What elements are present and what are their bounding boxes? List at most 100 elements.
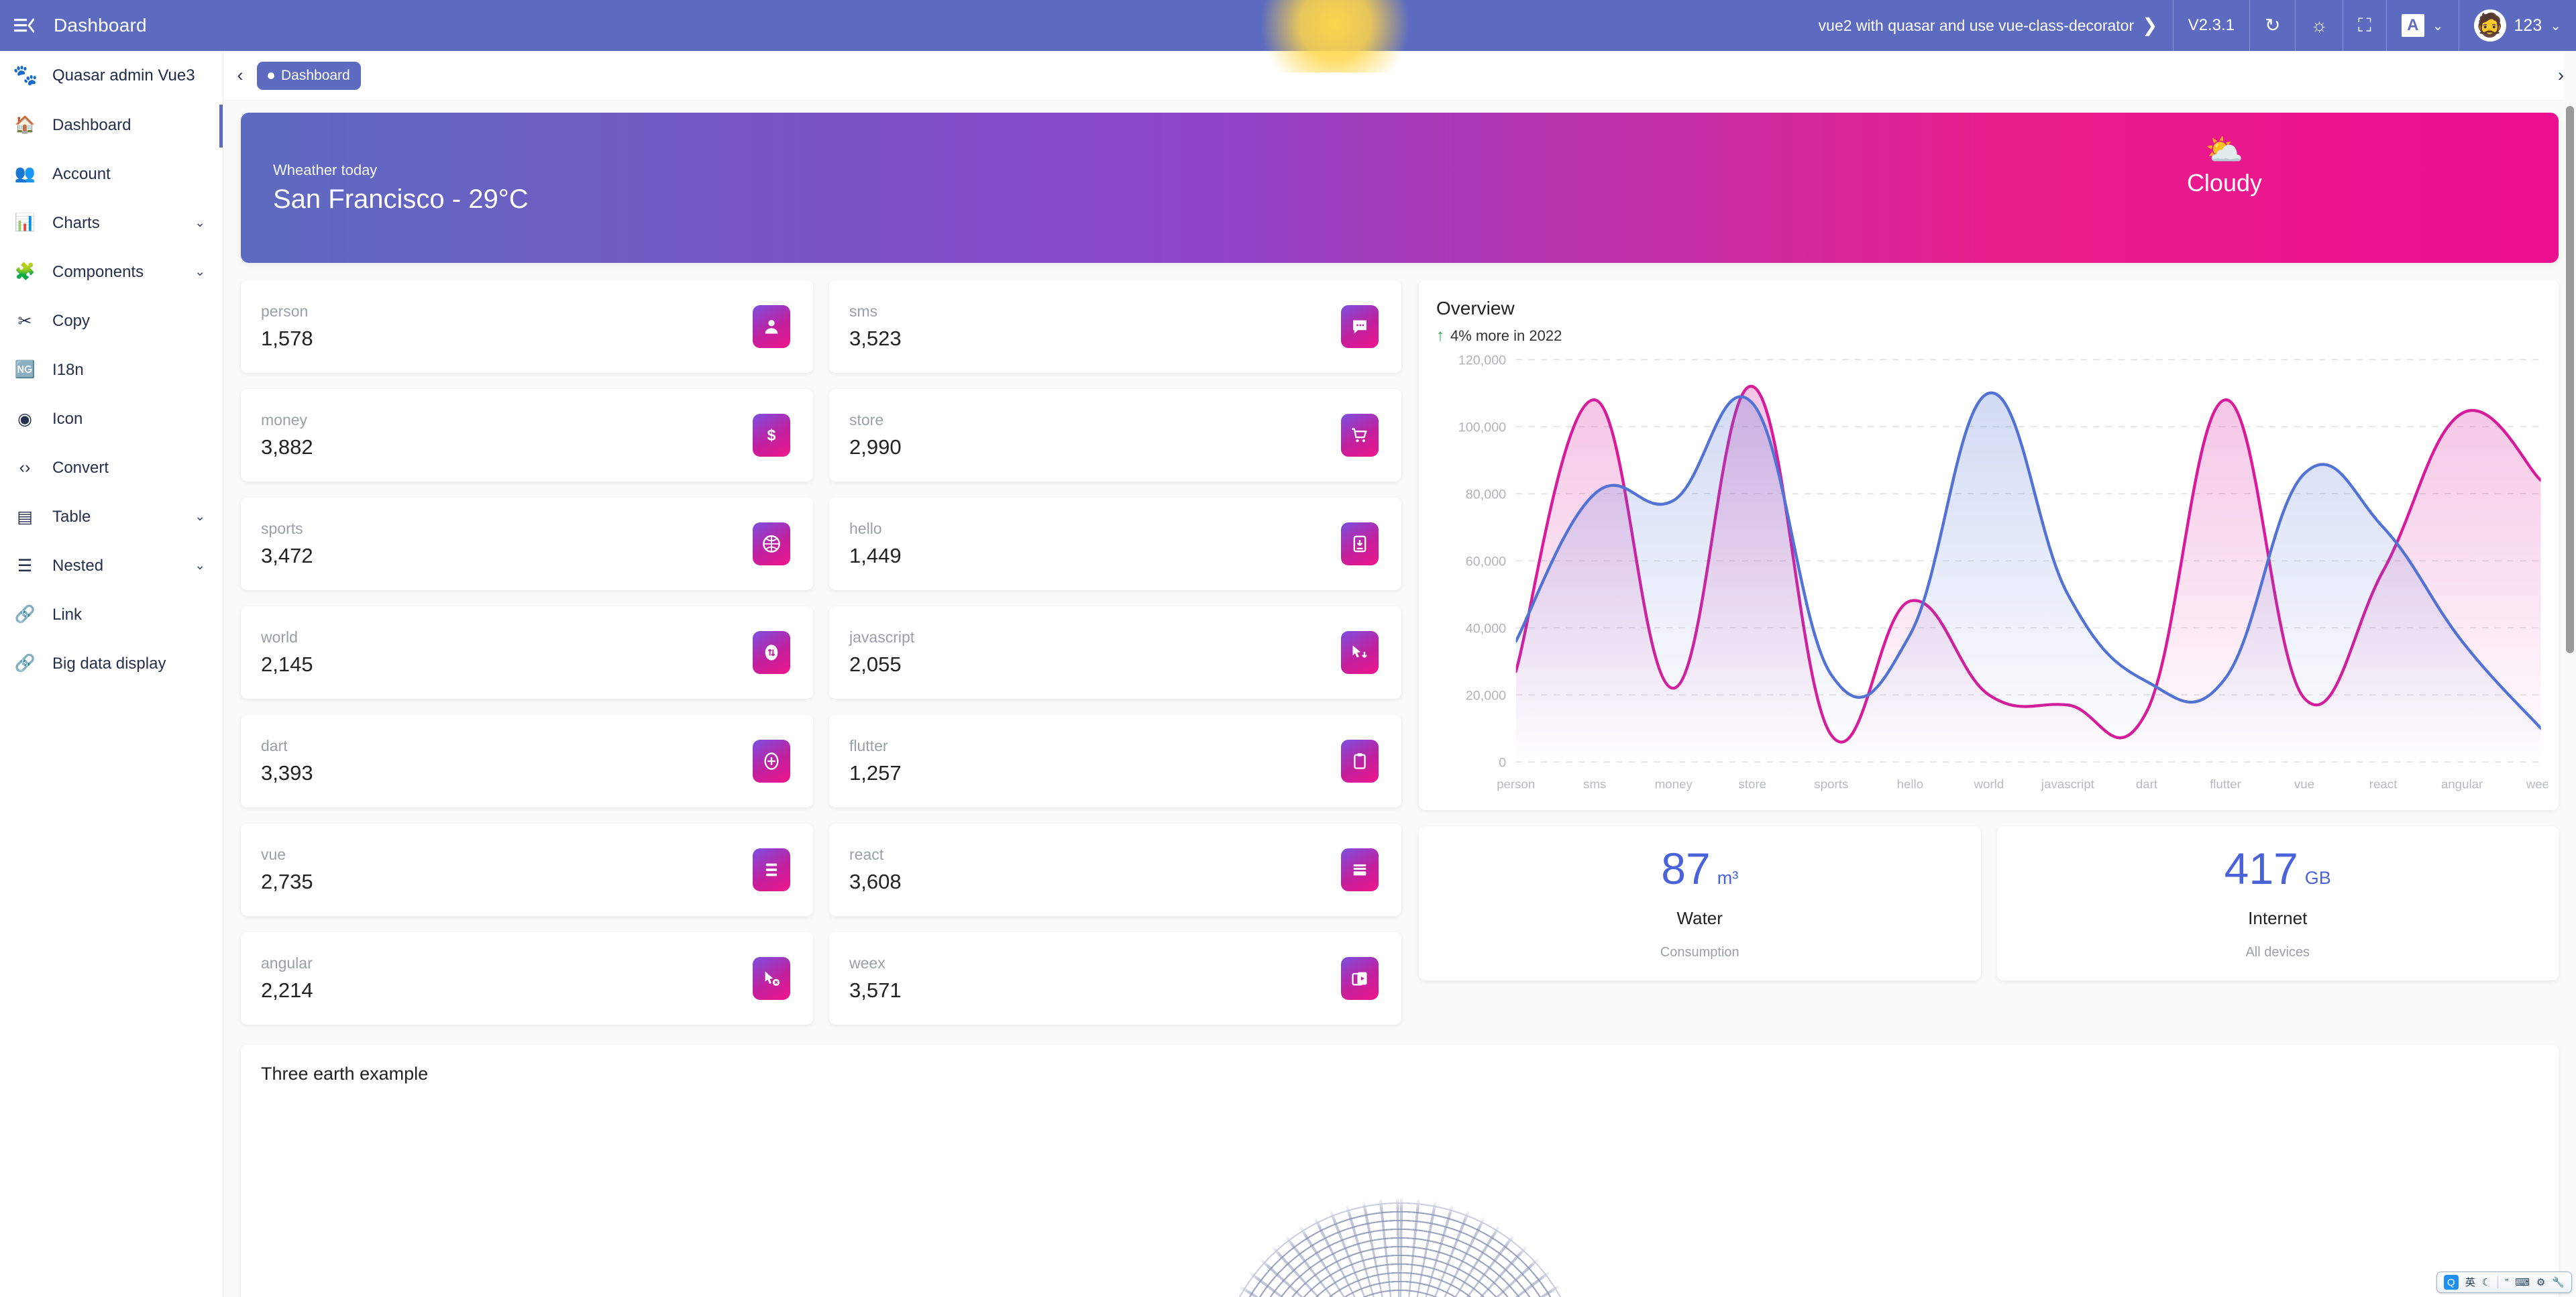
card-lines-icon — [1341, 848, 1379, 891]
stat-card-vue[interactable]: vue 2,735 — [241, 824, 813, 916]
chevron-down-icon: ⌄ — [195, 510, 205, 524]
stat-card-value: 3,393 — [261, 761, 313, 785]
refresh-button[interactable]: ↻ — [2249, 0, 2295, 51]
stat-card-store[interactable]: store 2,990 — [829, 389, 1401, 482]
app-bar: Dashboard vue2 with quasar and use vue-c… — [0, 0, 2576, 51]
sidebar-item-copy[interactable]: ✂ Copy — [0, 296, 223, 345]
stat-card-flutter[interactable]: flutter 1,257 — [829, 715, 1401, 807]
overview-delta: ↑ 4% more in 2022 — [1436, 327, 2541, 345]
sidebar-item-components[interactable]: 🧩 Components ⌄ — [0, 247, 223, 296]
chevron-down-icon: ⌄ — [195, 216, 205, 230]
overview-chart-card: Overview ↑ 4% more in 2022 0 20,000 40,000… — [1419, 280, 2559, 810]
breadcrumb-back-icon[interactable]: ‹ — [237, 65, 244, 85]
metric-tile-value: 417 — [2224, 844, 2298, 893]
book-download-icon — [1341, 522, 1379, 565]
stat-card-label: sms — [849, 302, 878, 320]
svg-text:sms: sms — [1583, 777, 1606, 791]
sidebar-item-label: Big data display — [52, 654, 166, 673]
sidebar-item-big-data-display[interactable]: 🔗 Big data display — [0, 639, 223, 688]
sidebar-active-indicator — [219, 105, 223, 148]
stat-card-money[interactable]: money 3,882 $ — [241, 389, 813, 482]
sidebar-item-label: Account — [52, 164, 111, 183]
ime-language-mode[interactable]: 英 — [2465, 1276, 2475, 1288]
stat-card-text: angular 2,214 — [261, 954, 313, 1003]
weather-condition-block: ⛅ Cloudy — [2187, 134, 2262, 197]
stat-card-label: vue — [261, 846, 286, 863]
metric-tile-internet[interactable]: 417 GB Internet All devices — [1996, 826, 2559, 980]
stat-card-dart[interactable]: dart 3,393 — [241, 715, 813, 807]
stat-card-label: money — [261, 411, 308, 429]
stat-card-label: world — [261, 628, 298, 646]
sidebar-item-label: Icon — [52, 409, 83, 428]
sidebar-item-i18n[interactable]: 🆖 I18n — [0, 345, 223, 394]
dollar-icon: $ — [753, 414, 790, 457]
chevron-right-icon: ❯ — [2142, 15, 2158, 36]
face-icon: ◉ — [17, 409, 32, 429]
sidebar-item-label: Copy — [52, 311, 91, 330]
sidebar-item-nested[interactable]: ☰ Nested ⌄ — [0, 541, 223, 590]
svg-text:person: person — [1497, 777, 1535, 791]
stat-card-hello[interactable]: hello 1,449 — [829, 498, 1401, 590]
theme-toggle-button[interactable]: ☼ — [2295, 0, 2343, 51]
globe-visualization[interactable] — [1131, 1119, 1668, 1297]
stat-card-javascript[interactable]: javascript 2,055 — [829, 606, 1401, 699]
moon-icon[interactable]: ☾ — [2481, 1276, 2491, 1288]
tagline-link[interactable]: vue2 with quasar and use vue-class-decor… — [1804, 0, 2173, 51]
sidebar-item-convert[interactable]: ‹› Convert — [0, 443, 223, 492]
sidebar-item-charts[interactable]: 📊 Charts ⌄ — [0, 199, 223, 247]
sidebar-item-link[interactable]: 🔗 Link — [0, 590, 223, 639]
menu-collapse-icon[interactable] — [9, 11, 39, 40]
app-bar-title: Dashboard — [54, 15, 147, 36]
code-icon: ‹› — [19, 458, 31, 477]
svg-text:80,000: 80,000 — [1466, 488, 1506, 502]
puzzle-icon: 🧩 — [14, 262, 36, 281]
sogou-logo-icon[interactable]: Q — [2443, 1275, 2459, 1290]
brand: 🐾 Quasar admin Vue3 — [0, 51, 223, 101]
metric-tile-number: 417 GB — [2224, 846, 2331, 891]
fullscreen-button[interactable]: ⛶ — [2343, 0, 2386, 51]
svg-text:money: money — [1655, 777, 1693, 791]
brand-name: Quasar admin Vue3 — [52, 66, 195, 84]
language-selector[interactable]: A ⌄ — [2385, 0, 2459, 51]
weather-condition-label: Cloudy — [2186, 169, 2262, 196]
metric-tile-number: 87 m³ — [1661, 846, 1738, 891]
input-tools-icon[interactable]: ⚙ — [2536, 1276, 2546, 1288]
stat-card-react[interactable]: react 3,608 — [829, 824, 1401, 916]
stat-card-angular[interactable]: angular 2,214 — [241, 932, 813, 1025]
sidebar-item-account[interactable]: 👥 Account — [0, 150, 223, 199]
stat-card-value: 3,608 — [849, 870, 902, 893]
overview-chart-plot: 0 20,000 40,000 60,000 80,000 100,000 120,000 p… — [1432, 354, 2548, 803]
metric-tile-water[interactable]: 87 m³ Water Consumption — [1419, 826, 1981, 980]
stat-card-sms[interactable]: sms 3,523 — [829, 280, 1401, 373]
sidebar-item-icon[interactable]: ◉ Icon — [0, 394, 223, 443]
svg-text:$: $ — [767, 427, 776, 444]
wrench-icon[interactable]: 🔧 — [2552, 1276, 2565, 1288]
bar-chart-icon: 📊 — [14, 213, 36, 232]
punctuation-icon[interactable]: ” — [2505, 1276, 2509, 1288]
sidebar-item-table[interactable]: ▤ Table ⌄ — [0, 492, 223, 541]
stat-card-text: store 2,990 — [849, 411, 902, 459]
right-column: Overview ↑ 4% more in 2022 0 20,000 40,000… — [1419, 280, 2559, 980]
stat-card-person[interactable]: person 1,578 — [241, 280, 813, 373]
sun-icon: ☼ — [2310, 15, 2328, 36]
page-scrollbar[interactable] — [2564, 51, 2576, 1297]
breadcrumb-chip-dashboard[interactable]: Dashboard — [257, 61, 361, 90]
stat-card-world[interactable]: world 2,145 — [241, 606, 813, 699]
people-icon: 👥 — [14, 164, 36, 183]
user-menu[interactable]: 🧔 123 ⌄ — [2458, 0, 2576, 51]
breadcrumb-forward-icon[interactable]: › — [2558, 65, 2564, 85]
stat-card-sports[interactable]: sports 3,472 — [241, 498, 813, 590]
page-scrollbar-thumb[interactable] — [2566, 106, 2574, 653]
stat-column-left: person 1,578 money 3,882 $ sports 3,472 world 2,… — [241, 280, 813, 1025]
svg-text:react: react — [2369, 777, 2398, 791]
stat-card-text: hello 1,449 — [849, 520, 902, 568]
metric-tile-desc: Consumption — [1660, 945, 1739, 960]
svg-text:120,000: 120,000 — [1458, 354, 1506, 368]
keyboard-icon[interactable]: ⌨ — [2515, 1276, 2530, 1288]
stat-card-value: 2,214 — [261, 978, 313, 1002]
ime-toolbar[interactable]: Q 英 ☾ ” ⌨ ⚙ 🔧 — [2436, 1272, 2572, 1293]
stat-card-weex[interactable]: weex 3,571 — [829, 932, 1401, 1025]
app-bar-left: Dashboard — [0, 11, 147, 40]
sidebar-item-dashboard[interactable]: 🏠 Dashboard — [0, 101, 223, 150]
arrow-up-icon: ↑ — [1436, 327, 1444, 345]
